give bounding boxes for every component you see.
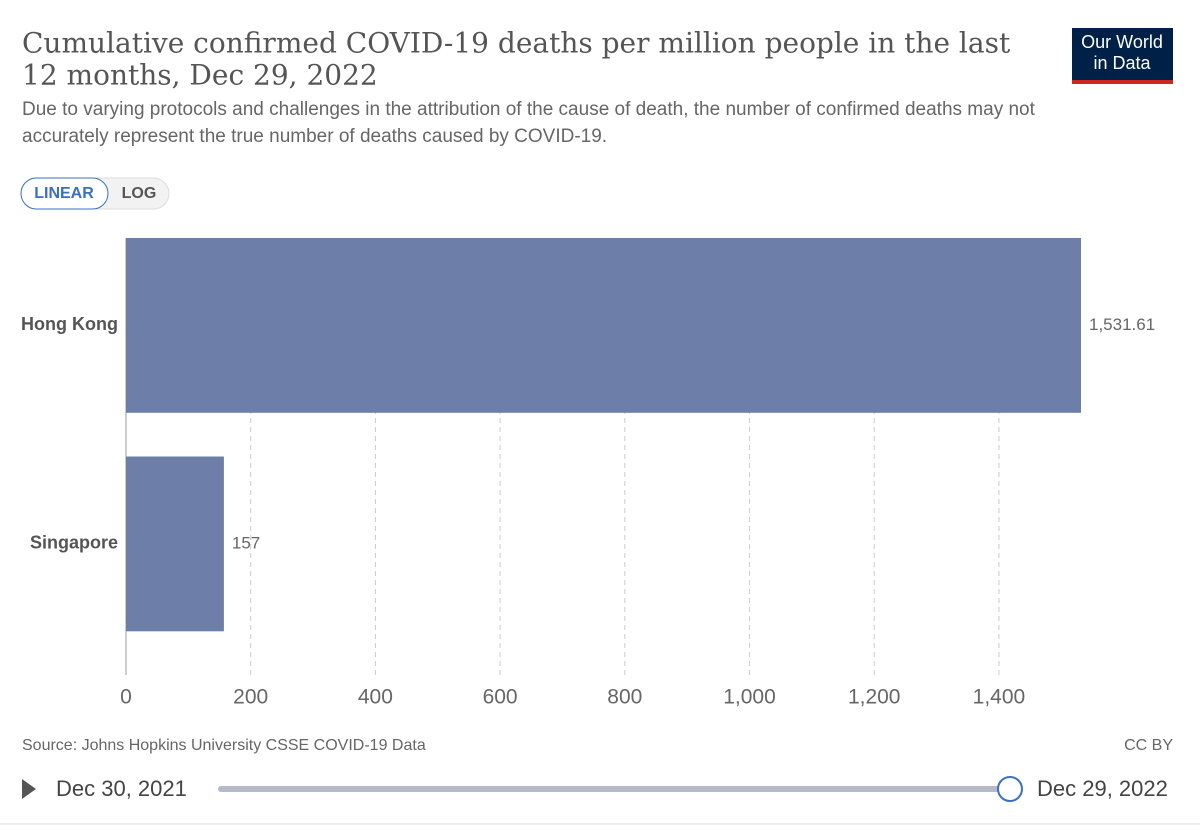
- play-button[interactable]: [22, 779, 36, 799]
- logo-text: Our World: [1081, 32, 1163, 52]
- x-tick-label: 1,200: [848, 686, 901, 709]
- logo-text: in Data: [1093, 53, 1151, 73]
- x-tick-label: 600: [483, 686, 518, 709]
- category-label: Hong Kong: [21, 314, 118, 334]
- x-tick-label: 0: [120, 686, 132, 709]
- scale-label[interactable]: LOG: [122, 185, 157, 202]
- bar: [126, 456, 224, 632]
- timeline-handle[interactable]: [997, 776, 1023, 802]
- value-label: 1,531.61: [1089, 315, 1155, 334]
- source: Source: Johns Hopkins University CSSE CO…: [22, 737, 426, 754]
- timeline-end: Dec 29, 2022: [1037, 776, 1168, 801]
- x-tick-label: 400: [358, 686, 393, 709]
- bar: [126, 238, 1081, 413]
- x-tick-label: 800: [607, 686, 642, 709]
- x-tick-label: 1,000: [723, 686, 776, 709]
- chart-title: Cumulative confirmed COVID-19 deaths per…: [22, 27, 1011, 60]
- chart-title: 12 months, Dec 29, 2022: [22, 59, 378, 92]
- license[interactable]: CC BY: [1124, 737, 1173, 754]
- subtitle: Due to varying protocols and challenges …: [22, 99, 1036, 120]
- timeline-track[interactable]: [218, 786, 1010, 792]
- category-label: Singapore: [30, 533, 118, 553]
- timeline-start: Dec 30, 2021: [56, 776, 187, 801]
- x-tick-label: 1,400: [973, 686, 1026, 709]
- scale-button[interactable]: [20, 177, 109, 210]
- scale-label[interactable]: LINEAR: [34, 185, 94, 202]
- logo-bar: [1072, 80, 1173, 84]
- value-label: 157: [232, 533, 260, 552]
- logo[interactable]: [1072, 28, 1173, 80]
- subtitle: accurately represent the true number of …: [22, 126, 607, 147]
- x-tick-label: 200: [233, 686, 268, 709]
